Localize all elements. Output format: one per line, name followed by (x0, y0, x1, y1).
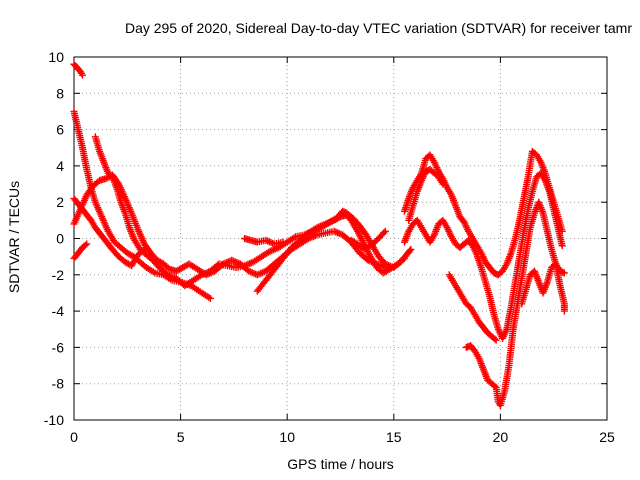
chart-title: Day 295 of 2020, Sidereal Day-to-day VTE… (124, 20, 632, 36)
x-tick-label: 5 (177, 429, 185, 445)
data-point (79, 71, 87, 79)
data-point (83, 240, 91, 248)
x-tick-label: 25 (599, 429, 615, 445)
data-points (70, 60, 568, 409)
data-point (139, 247, 147, 255)
y-axis-label: SDTVAR / TECUs (6, 180, 22, 294)
data-point (400, 254, 408, 262)
series-arc-o (518, 260, 568, 315)
series-arc-l (400, 169, 566, 342)
data-point (380, 229, 388, 237)
x-tick-label: 10 (279, 429, 295, 445)
series-arc-g (253, 211, 408, 295)
y-tick-label: -10 (44, 412, 64, 428)
y-tick-label: 0 (56, 231, 64, 247)
y-tick-label: -6 (52, 339, 65, 355)
data-point (399, 256, 407, 264)
data-point (279, 238, 287, 246)
y-tick-label: -4 (52, 303, 65, 319)
data-point (560, 307, 568, 315)
y-tick-label: 4 (56, 158, 64, 174)
series-arc-e (70, 240, 91, 262)
data-point (439, 180, 447, 188)
x-axis-label: GPS time / hours (287, 456, 394, 472)
series-arc-d (70, 171, 389, 279)
y-tick-label: -8 (52, 376, 65, 392)
data-point (491, 335, 499, 343)
y-tick-label: 8 (56, 85, 64, 101)
y-tick-label: 10 (48, 49, 64, 65)
y-tick-label: 2 (56, 194, 64, 210)
data-point (406, 247, 414, 255)
x-tick-label: 20 (493, 429, 509, 445)
series-arc-m (445, 271, 500, 344)
series-arc-f (70, 195, 148, 270)
data-point (206, 294, 214, 302)
series-arc-h (241, 235, 287, 248)
y-tick-label: 6 (56, 122, 64, 138)
data-point (407, 245, 415, 253)
x-tick-label: 0 (70, 429, 78, 445)
data-point (381, 227, 389, 235)
data-point (560, 269, 568, 277)
y-tick-label: -2 (52, 267, 65, 283)
data-point (558, 242, 566, 250)
series-arc-i (347, 227, 389, 253)
data-point (335, 214, 343, 222)
data-point (81, 241, 89, 249)
series-arc-a (70, 60, 87, 79)
x-tick-label: 15 (386, 429, 402, 445)
series-arc-k (405, 166, 447, 224)
data-point (140, 245, 148, 253)
data-point (492, 336, 500, 344)
series-arc-b (70, 107, 214, 302)
axis-ticks: 0 5 10 15 20 25 -10 -8 -6 -4 -2 0 2 4 6 8 10 (44, 49, 615, 445)
series-arc-c (91, 133, 415, 290)
